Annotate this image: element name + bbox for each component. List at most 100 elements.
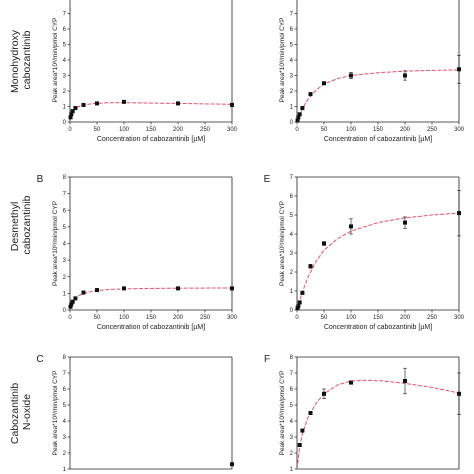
x-tick-label: 100 [346, 315, 357, 321]
x-tick-label: 50 [94, 315, 101, 321]
x-tick-label: 200 [400, 127, 411, 133]
y-tick-label: 6 [290, 27, 294, 33]
data-point [230, 462, 234, 467]
y-tick-label: 8 [290, 0, 294, 2]
x-tick-label: 50 [94, 127, 101, 133]
y-tick-label: 7 [63, 12, 67, 18]
data-point [73, 296, 78, 301]
data-point [73, 106, 78, 111]
data-point [403, 73, 407, 78]
x-tick-label: 300 [454, 127, 465, 133]
x-tick-label: 200 [400, 315, 411, 321]
x-tick-label: 50 [321, 315, 328, 321]
x-tick-label: 300 [227, 127, 238, 133]
y-tick-label: 6 [290, 194, 294, 200]
y-tick-label: 4 [63, 242, 67, 248]
x-tick-label: 0 [68, 127, 72, 133]
data-point [308, 92, 313, 97]
y-tick-label: 5 [290, 403, 294, 409]
y-tick-label: 2 [63, 275, 67, 281]
data-point [70, 109, 75, 114]
y-tick-label: 1 [290, 105, 294, 111]
fit-curve [297, 69, 459, 122]
y-tick-label: 5 [290, 213, 294, 219]
y-tick-label: 4 [290, 232, 294, 238]
data-point [457, 67, 461, 72]
y-tick-label: 5 [63, 403, 67, 409]
chart-panel-a: 0 1 2 3 4 5 6 7 8 0 50 100 150 200 250 300 Concentration… [52, 0, 238, 143]
x-axis-title: Concentration of cabozantinib [µM] [324, 324, 432, 331]
y-tick-label: 2 [290, 270, 294, 276]
y-tick-label: 2 [63, 451, 67, 457]
x-tick-label: 0 [68, 315, 72, 321]
data-point [68, 115, 73, 120]
y-axis-title: Peak area*10³/min/pmol CYP [279, 18, 286, 103]
data-point [322, 241, 326, 246]
data-point [95, 101, 99, 106]
x-tick-label: 0 [295, 127, 299, 133]
fit-curve [70, 287, 232, 310]
y-tick-label: 0 [63, 120, 67, 126]
y-tick-label: 3 [63, 435, 67, 441]
panel-letter: F [264, 354, 270, 365]
data-point [457, 391, 461, 396]
data-point [296, 115, 301, 120]
data-point [403, 220, 407, 225]
y-tick-label: 1 [290, 467, 294, 473]
x-tick-label: 300 [454, 315, 465, 321]
data-point [176, 286, 180, 291]
x-tick-label: 0 [295, 315, 299, 321]
data-point [122, 286, 126, 291]
y-tick-label: 8 [63, 355, 67, 361]
data-point [322, 81, 326, 86]
data-point [349, 224, 353, 229]
data-point [81, 102, 86, 107]
data-point [322, 391, 326, 396]
data-point [308, 264, 313, 269]
x-tick-label: 250 [200, 315, 211, 321]
x-tick-label: 250 [200, 127, 211, 133]
y-axis-title: Peak area*10³/min/pmol CYP [52, 18, 59, 103]
panel-letter: C [36, 354, 43, 365]
y-tick-label: 6 [63, 387, 67, 393]
x-tick-label: 250 [427, 127, 438, 133]
y-tick-label: 5 [63, 43, 67, 49]
y-tick-label: 2 [290, 451, 294, 457]
data-point [300, 428, 305, 433]
data-point [69, 112, 74, 117]
chart-panel-c: 1 2 3 4 5 6 7 8 Peak area*10³/min/pmol CYP C [36, 354, 234, 473]
y-tick-label: 7 [290, 371, 294, 377]
y-tick-label: 5 [290, 43, 294, 49]
data-point [81, 290, 86, 295]
y-tick-label: 0 [63, 308, 67, 314]
x-axis-title: Concentration of cabozantinib [µM] [324, 136, 432, 143]
chart-panel-f: 1 2 3 4 5 6 7 8 Peak area*10³/min/pmol CYP F [264, 354, 461, 473]
data-point [300, 106, 305, 111]
data-point [69, 302, 74, 307]
y-tick-label: 4 [290, 58, 294, 64]
data-point [297, 300, 302, 305]
y-tick-label: 8 [63, 0, 67, 2]
x-axis-title: Concentration of cabozantinib [µM] [97, 324, 205, 331]
x-tick-label: 150 [146, 127, 157, 133]
row-label-desmethyl: Desmethyl cabozantinib [9, 195, 33, 254]
y-tick-label: 3 [290, 435, 294, 441]
data-point [296, 304, 301, 309]
panel-letter: B [37, 174, 44, 185]
y-tick-label: 1 [63, 105, 67, 111]
data-point [349, 380, 353, 385]
y-tick-label: 5 [63, 225, 67, 231]
chart-panel-e: 0 1 2 3 4 5 6 7 0 50 100 150 200 250 300 Concentration … [264, 174, 465, 331]
data-point [95, 288, 99, 293]
data-point [403, 379, 407, 383]
y-tick-label: 7 [290, 12, 294, 18]
data-point [70, 299, 75, 304]
y-tick-label: 6 [63, 27, 67, 33]
fit-curve [70, 102, 232, 122]
y-tick-label: 6 [63, 208, 67, 214]
x-tick-label: 50 [321, 127, 328, 133]
y-tick-label: 7 [290, 175, 294, 181]
y-axis-title: Peak area*10³/min/pmol CYP [279, 371, 286, 456]
x-tick-label: 100 [119, 315, 130, 321]
